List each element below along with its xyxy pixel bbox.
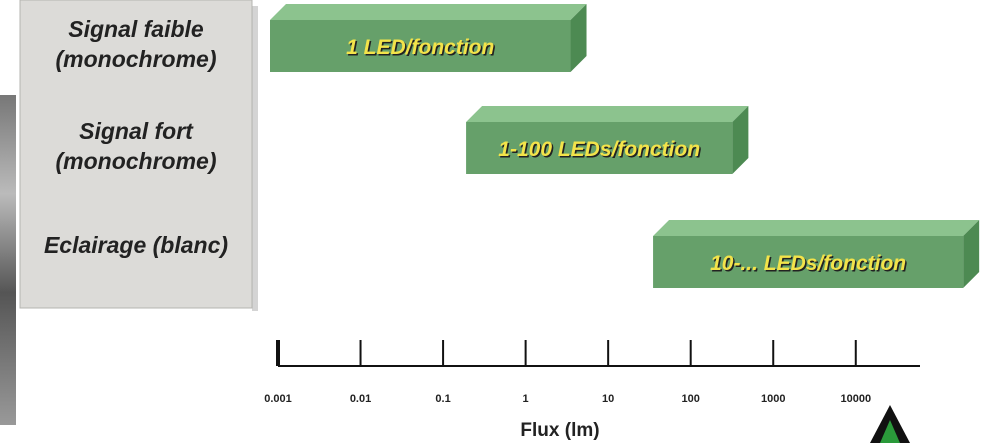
logo <box>880 420 900 443</box>
category-label: Eclairage (blanc) <box>43 232 229 258</box>
x-tick-label: 1 <box>523 393 529 405</box>
x-tick-label: 100 <box>682 393 700 405</box>
bar <box>653 236 964 288</box>
bar-label-shadow: 1-100 LEDs/fonction <box>500 140 702 163</box>
x-tick-label: 10 <box>602 393 614 405</box>
box-shadow <box>252 6 258 311</box>
bar-top <box>653 220 980 236</box>
bar-label: 1-100 LEDs/fonction <box>498 138 700 161</box>
bar <box>270 20 571 72</box>
bar <box>466 122 733 174</box>
bar-side <box>570 4 587 72</box>
bar-label-shadow: 1 LED/fonction <box>348 38 496 61</box>
category-label: Signal faible (monochrome) <box>55 16 217 72</box>
x-axis-title: Flux (lm) <box>520 420 599 441</box>
bar-side <box>963 220 980 288</box>
photo-strip <box>0 95 16 425</box>
bar-label-shadow: 10-... LEDs/fonction <box>712 254 908 277</box>
bar-top <box>466 106 749 122</box>
bar-label: 1 LED/fonction <box>346 36 494 59</box>
x-tick-label: 0.001 <box>264 393 292 405</box>
bar-top <box>270 4 587 20</box>
category-label: Signal fort (monochrome) <box>55 118 217 174</box>
x-tick-label: 0.01 <box>350 393 371 405</box>
bar-label: 10-... LEDs/fonction <box>710 252 906 275</box>
x-tick-label: 0.1 <box>435 393 450 405</box>
x-tick-label: 10000 <box>840 393 871 405</box>
bar-side <box>732 106 749 174</box>
x-tick-label: 1000 <box>761 393 785 405</box>
